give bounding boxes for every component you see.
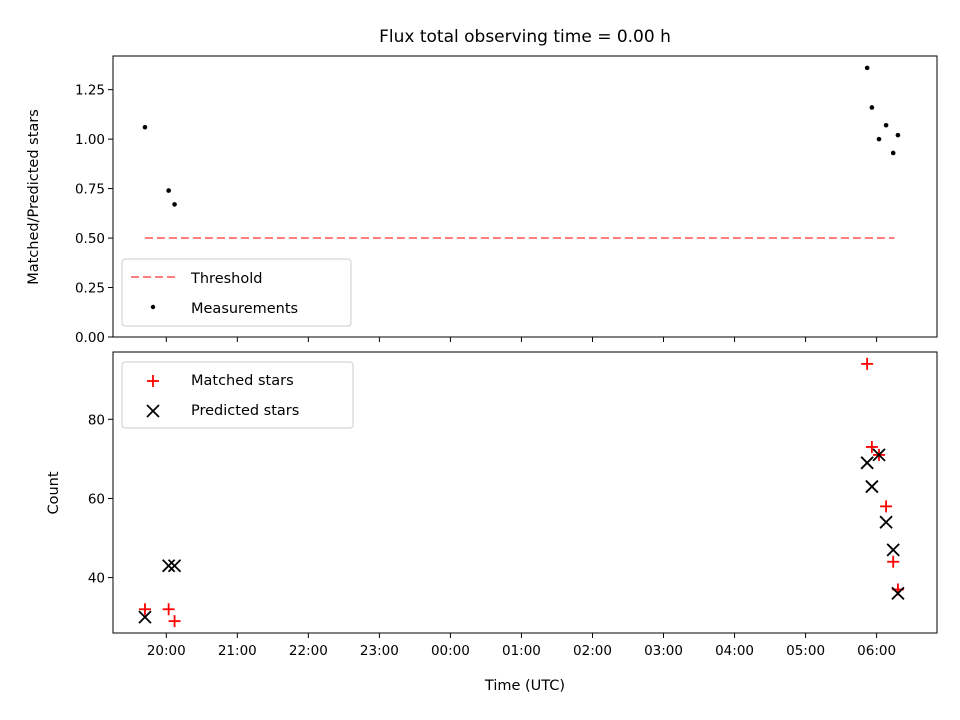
bottom-panel-frame (112, 351, 938, 634)
top-y-tick-label: 0.25 (75, 281, 105, 297)
top-y-tick-label: 1.00 (75, 132, 105, 148)
x-tick-label: 03:00 (644, 643, 683, 659)
predicted-star-point (167, 559, 182, 573)
predicted-star-point (138, 610, 152, 624)
top-legend: Threshold Measurements (121, 258, 352, 327)
measurement-point (895, 132, 901, 138)
matched-star-point (887, 555, 900, 568)
legend-predicted-swatch (146, 404, 160, 418)
legend-matched-label: Matched stars (191, 373, 294, 389)
x-tick-label: 01:00 (502, 643, 541, 659)
bottom-y-tick-label: 60 (88, 491, 105, 507)
bottom-y-tick-label: 80 (88, 412, 105, 428)
predicted-star-point (872, 448, 886, 462)
measurement-point (883, 122, 889, 128)
predicted-star-point (891, 586, 905, 601)
x-tick-label: 05:00 (786, 643, 825, 659)
top-legend-box (121, 258, 352, 327)
matched-star-point (138, 603, 151, 616)
top-y-tick-label: 0.50 (75, 231, 105, 247)
matched-star-point (162, 603, 175, 616)
top-y-ticks: 0.00 0.25 0.50 0.75 1.00 1.25 (75, 83, 113, 346)
measurement-point (864, 65, 870, 71)
measurement-point (172, 202, 177, 207)
x-tick-label: 06:00 (857, 643, 896, 659)
x-tick-label: 00:00 (431, 643, 470, 659)
predicted-star-point (886, 543, 900, 557)
measurement-point (876, 136, 882, 142)
x-tick-label: 23:00 (360, 643, 399, 659)
top-data-marks (142, 65, 901, 240)
bottom-y-axis-label: Count (46, 471, 62, 514)
matched-star-point (168, 615, 181, 628)
predicted-star-point (162, 559, 176, 573)
bottom-y-ticks: 40 60 80 (88, 412, 113, 587)
bottom-legend-box (121, 361, 354, 429)
x-tick-label: 22:00 (289, 643, 328, 659)
measurement-point (869, 105, 875, 110)
matched-star-point (861, 357, 874, 370)
x-axis-label: Time (UTC) (484, 678, 565, 694)
predicted-star-point (879, 515, 893, 529)
bottom-y-tick-label: 40 (88, 571, 105, 587)
top-panel-frame (112, 55, 938, 338)
measurement-point (166, 188, 171, 193)
bottom-data-marks (138, 357, 905, 628)
legend-predicted-label: Predicted stars (191, 403, 299, 419)
measurement-point (142, 124, 148, 130)
legend-measurements-label: Measurements (191, 301, 298, 317)
x-tick-label: 02:00 (573, 643, 612, 659)
legend-threshold-label: Threshold (190, 271, 262, 287)
x-tick-label: 04:00 (715, 643, 754, 659)
legend-measurements-swatch (150, 304, 156, 310)
top-x-ticks (165, 337, 878, 342)
legend-matched-swatch (147, 375, 159, 387)
x-tick-label: 20:00 (147, 643, 186, 659)
top-y-tick-label: 1.25 (75, 83, 105, 99)
matched-star-point (880, 500, 893, 513)
chart-title: Flux total observing time = 0.00 h (379, 27, 671, 47)
top-y-tick-label: 0.75 (75, 182, 105, 198)
predicted-star-point (865, 479, 879, 494)
bottom-legend: Matched stars Predicted stars (121, 361, 354, 429)
matched-star-point (865, 440, 878, 453)
top-panel: 0.00 0.25 0.50 0.75 1.00 1.25 Matched/Predict… (26, 55, 938, 346)
top-y-tick-label: 0.00 (75, 330, 105, 346)
predicted-star-point (860, 456, 874, 470)
measurement-point (890, 150, 896, 156)
bottom-panel: 40 60 80 20:00 21:00 22:00 23:00 00:00 01:00 02:… (46, 351, 938, 694)
x-tick-label: 21:00 (218, 643, 257, 659)
bottom-x-ticks: 20:00 21:00 22:00 23:00 00:00 01:00 02:00 03:00… (147, 633, 896, 659)
top-y-axis-label: Matched/Predicted stars (26, 109, 42, 285)
